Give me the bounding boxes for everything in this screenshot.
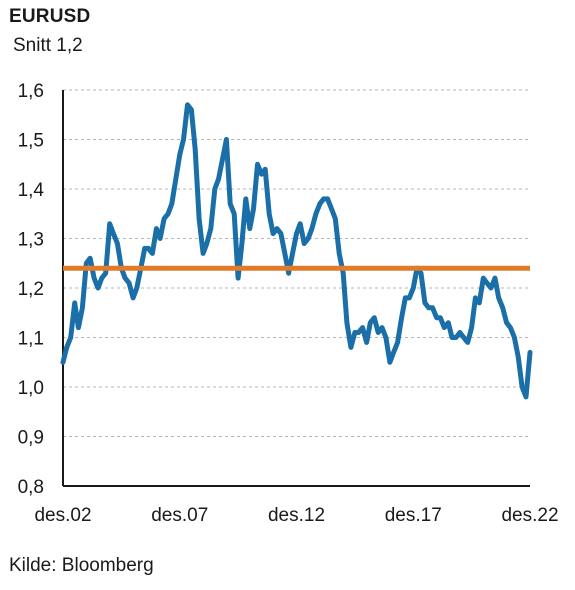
x-tick-label: des.02	[34, 505, 91, 526]
x-tick-label: des.17	[385, 505, 442, 526]
y-tick-label: 1,1	[18, 329, 44, 350]
eurusd-chart: 0,8 0,9 1,0 1,1 1,2 1,3 1,4 1,5 1,6 des.02 des.07…	[18, 81, 559, 526]
y-tick-label: 1,4	[18, 180, 45, 201]
grid-lines	[63, 89, 530, 437]
eurusd-series-line	[60, 102, 533, 400]
x-tick-label: des.22	[501, 505, 558, 526]
y-tick-label: 1,0	[18, 378, 44, 399]
chart-subtitle: Snitt 1,2	[13, 35, 83, 56]
y-tick-label: 1,2	[18, 279, 44, 300]
y-tick-label: 1,5	[18, 131, 44, 152]
y-tick-label: 1,6	[18, 81, 44, 102]
y-tick-label: 0,9	[18, 428, 44, 449]
x-tick-label: des.07	[151, 505, 208, 526]
y-tick-label: 1,3	[18, 230, 44, 251]
x-axis-ticks: des.02 des.07 des.12 des.17 des.22	[34, 505, 558, 526]
x-tick-label: des.12	[268, 505, 325, 526]
y-tick-label: 0,8	[18, 477, 44, 498]
y-axis-ticks: 0,8 0,9 1,0 1,1 1,2 1,3 1,4 1,5 1,6	[18, 81, 45, 498]
chart-title: EURUSD	[9, 6, 91, 27]
source-note: Kilde: Bloomberg	[9, 555, 154, 576]
